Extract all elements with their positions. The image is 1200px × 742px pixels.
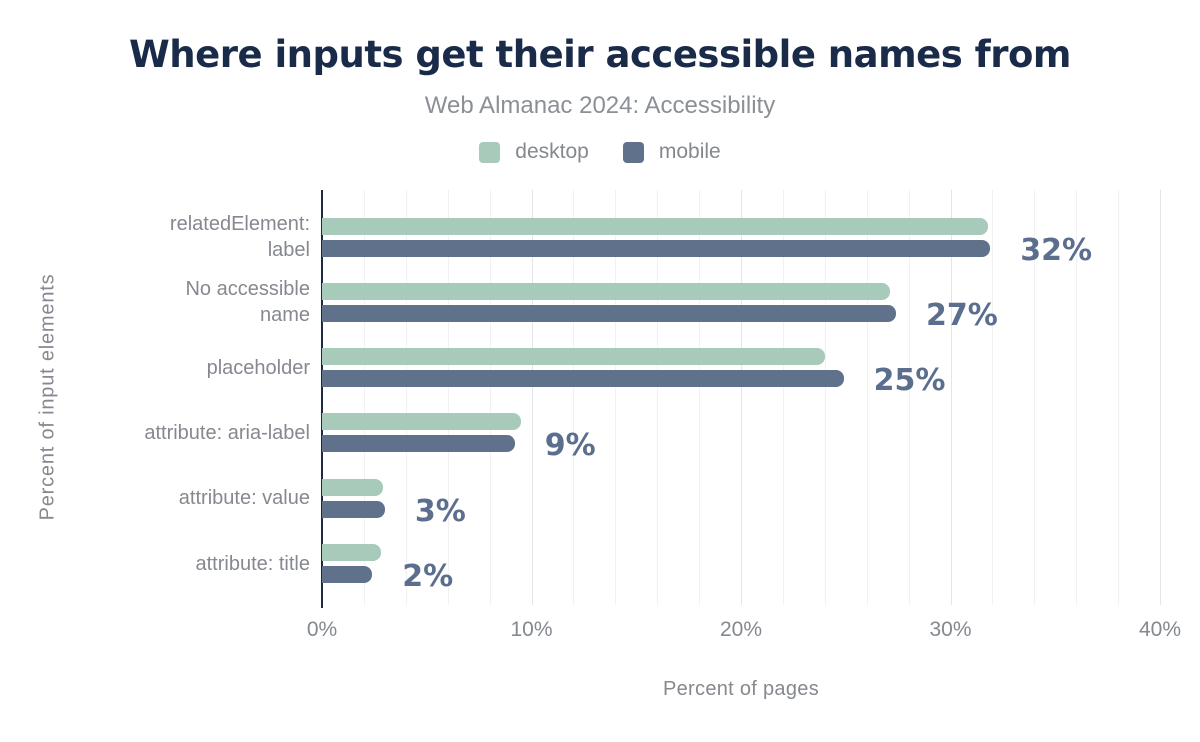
legend: desktop mobile <box>0 140 1200 164</box>
bar-mobile <box>322 239 991 257</box>
bar-desktop <box>322 413 522 431</box>
chart-subtitle: Web Almanac 2024: Accessibility <box>424 92 776 119</box>
gridline-minor <box>908 190 910 605</box>
gridline-minor <box>405 190 407 605</box>
gridline-minor <box>657 190 659 605</box>
bar-mobile <box>322 500 385 518</box>
desktop-series-swatch-icon <box>479 141 501 163</box>
category-label: attribute: value <box>40 485 310 511</box>
category-label-line: attribute: value <box>178 487 310 510</box>
category-label-line: placeholder <box>206 356 310 379</box>
category-label-line: attribute: title <box>195 552 310 575</box>
x-tick-label: 0% <box>306 618 338 641</box>
y-axis-line <box>321 190 323 608</box>
x-tick-label: 40% <box>1138 618 1182 641</box>
gridline-major <box>531 190 533 605</box>
value-label: 9% <box>544 428 596 464</box>
bar-mobile <box>322 435 515 453</box>
gridline-minor <box>1034 190 1036 605</box>
legend-item-mobile[interactable]: mobile <box>622 140 721 164</box>
legend-item-desktop[interactable]: desktop <box>479 140 589 164</box>
category-label: relatedElement: label <box>40 211 310 263</box>
x-tick-label: 10% <box>510 618 553 641</box>
gridline-minor <box>782 190 784 605</box>
gridline-major <box>1160 190 1161 605</box>
gridline-minor <box>447 190 449 605</box>
category-label: No accessible name <box>40 276 310 328</box>
gridline-minor <box>824 190 826 605</box>
value-label: 3% <box>414 493 466 529</box>
value-label: 2% <box>402 559 454 594</box>
x-tick-label: 30% <box>929 618 972 641</box>
gridline-major <box>741 190 742 605</box>
category-label-line: relatedElement: <box>169 213 310 235</box>
y-axis-title: Percent of input elements <box>36 273 59 521</box>
bar-mobile <box>322 304 897 322</box>
mobile-series-swatch-icon <box>622 141 644 163</box>
gridline-major <box>950 190 952 605</box>
gridline-minor <box>992 190 994 605</box>
bar-desktop <box>322 544 381 561</box>
legend-label-desktop: desktop <box>515 140 589 163</box>
category-label-line: attribute: aria-label <box>144 421 310 444</box>
chart-title: Where inputs get their accessible names … <box>129 33 1071 76</box>
category-label: attribute: aria-label <box>40 420 310 446</box>
gridline-minor <box>699 190 701 605</box>
x-axis-title: Percent of pages <box>662 678 820 700</box>
category-label-line: label <box>267 239 310 261</box>
category-label-line: name <box>259 304 310 327</box>
category-label: placeholder <box>40 355 310 381</box>
gridline-minor <box>489 190 491 605</box>
legend-label-mobile: mobile <box>658 140 721 163</box>
gridline-minor <box>363 190 365 605</box>
value-label: 32% <box>1020 232 1093 268</box>
category-label-line: No accessible <box>185 278 310 301</box>
x-tick-label: 20% <box>719 618 763 641</box>
gridline-minor <box>1118 190 1120 605</box>
value-label: 27% <box>926 297 998 333</box>
bar-desktop <box>322 348 825 366</box>
bar-mobile <box>322 370 844 388</box>
category-label: attribute: title <box>40 551 310 577</box>
gridline-minor <box>866 190 868 605</box>
bar-desktop <box>322 282 890 300</box>
value-label: 25% <box>873 363 946 399</box>
gridline-minor <box>573 190 575 605</box>
gridline-minor <box>1076 190 1078 605</box>
bar-mobile <box>322 566 373 583</box>
bar-desktop <box>322 217 989 235</box>
gridline-minor <box>615 190 617 605</box>
bar-desktop <box>322 478 383 496</box>
